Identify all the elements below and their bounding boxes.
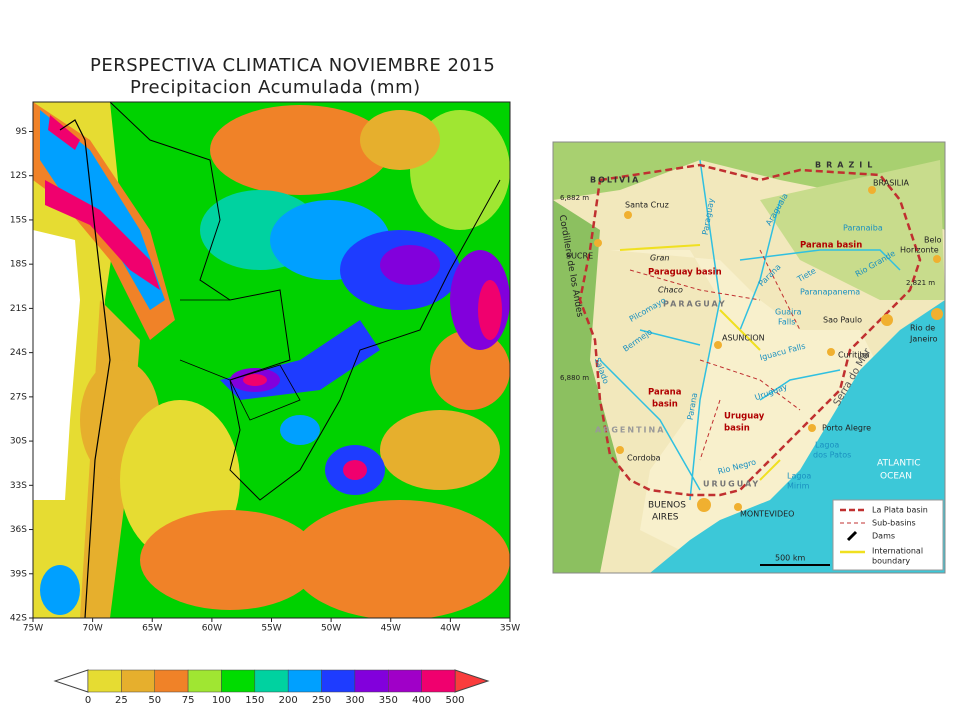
colorbar-label: 250 bbox=[312, 695, 331, 706]
y-tick-label: 33S bbox=[10, 481, 27, 491]
map-label: Gran bbox=[650, 254, 669, 263]
colorbar-label: 25 bbox=[115, 695, 128, 706]
map-label: BRAZIL bbox=[815, 161, 877, 170]
y-tick-label: 39S bbox=[10, 569, 27, 579]
legend-label: boundary bbox=[872, 557, 910, 566]
map-label: Parana basin bbox=[800, 241, 862, 251]
map-label: ARGENTINA bbox=[595, 426, 665, 435]
map-label: Uruguay bbox=[724, 412, 765, 422]
colorbar-bin bbox=[354, 669, 389, 693]
map-label: AIRES bbox=[652, 513, 679, 523]
colorbar-bin bbox=[187, 669, 222, 693]
colorbar-label: 200 bbox=[279, 695, 298, 706]
map-label: Rio de bbox=[910, 324, 935, 333]
y-tick-label: 42S bbox=[10, 614, 27, 624]
legend-label: International bbox=[872, 547, 923, 556]
y-tick-label: 12S bbox=[10, 171, 27, 181]
map-label: OCEAN bbox=[880, 472, 912, 482]
colorbar-bin bbox=[154, 669, 189, 693]
colorbar-label: 50 bbox=[148, 695, 161, 706]
map-label: BRASILIA bbox=[873, 179, 909, 188]
colorbar-bin bbox=[321, 669, 356, 693]
x-tick-label: 35W bbox=[500, 624, 520, 634]
colorbar-under bbox=[53, 669, 89, 693]
y-tick-label: 18S bbox=[10, 260, 27, 270]
legend-label: Dams bbox=[872, 532, 895, 541]
map-label: URUGUAY bbox=[703, 480, 760, 489]
colorbar-bin bbox=[221, 669, 256, 693]
map-label: 2,821 m bbox=[906, 279, 935, 287]
legend-label: La Plata basin bbox=[872, 506, 928, 515]
colorbar-bin bbox=[254, 669, 289, 693]
subtitle: Precipitacion Acumulada (mm) bbox=[130, 77, 421, 98]
x-tick-label: 65W bbox=[142, 624, 162, 634]
map-label: dos Patos bbox=[813, 451, 851, 460]
map-label: BUENOS bbox=[648, 501, 686, 511]
colorbar-label: 0 bbox=[85, 695, 91, 706]
colorbar-label: 300 bbox=[345, 695, 364, 706]
legend-swatch bbox=[846, 530, 858, 542]
map-label: 6,882 m bbox=[560, 194, 589, 202]
colorbar-bin bbox=[421, 669, 456, 693]
y-tick-label: 24S bbox=[10, 348, 27, 358]
x-tick-label: 40W bbox=[440, 624, 460, 634]
map-label: Cordoba bbox=[627, 454, 661, 463]
colorbar-label: 150 bbox=[245, 695, 264, 706]
map-label: Santa Cruz bbox=[625, 201, 669, 210]
map-label: 6,880 m bbox=[560, 374, 589, 382]
map-label: PARAGUAY bbox=[663, 300, 727, 309]
map-label: Curitiba bbox=[838, 351, 870, 360]
colorbar-label: 100 bbox=[212, 695, 231, 706]
x-tick-label: 55W bbox=[261, 624, 281, 634]
map-label: Lagoa bbox=[815, 441, 839, 450]
x-tick-label: 60W bbox=[202, 624, 222, 634]
map-label: MONTEVIDEO bbox=[740, 510, 794, 519]
map-label: SUCRE bbox=[566, 252, 593, 261]
colorbar-bin bbox=[388, 669, 422, 693]
x-tick-label: 75W bbox=[23, 624, 43, 634]
scale-label: 500 km bbox=[775, 554, 805, 563]
colorbar-label: 400 bbox=[412, 695, 431, 706]
map-label: Parana bbox=[648, 388, 682, 398]
map-label: BOLIVIA bbox=[590, 176, 640, 185]
y-tick-label: 15S bbox=[10, 215, 27, 225]
map-label: Paranaiba bbox=[843, 224, 883, 233]
x-tick-label: 70W bbox=[82, 624, 102, 634]
legend-label: Sub-basins bbox=[872, 519, 916, 528]
map-label: Lagoa bbox=[787, 472, 811, 481]
map-label: Paranapanema bbox=[800, 288, 860, 297]
map-label: basin bbox=[724, 424, 750, 434]
map-label: Sao Paulo bbox=[823, 316, 862, 325]
colorbar-over bbox=[454, 669, 490, 693]
y-tick-label: 36S bbox=[10, 525, 27, 535]
map-label: Chaco bbox=[658, 286, 683, 295]
map-label: Paraguay basin bbox=[648, 268, 722, 278]
map-label: ASUNCION bbox=[722, 334, 765, 343]
map-label: Horizonte bbox=[900, 246, 939, 255]
x-tick-label: 50W bbox=[321, 624, 341, 634]
y-tick-label: 27S bbox=[10, 392, 27, 402]
y-tick-label: 9S bbox=[16, 127, 28, 137]
map-label: Mirim bbox=[787, 482, 810, 491]
y-tick-label: 21S bbox=[10, 304, 27, 314]
colorbar-bin bbox=[121, 669, 155, 693]
colorbar-label: 350 bbox=[379, 695, 398, 706]
colorbar-bin bbox=[87, 669, 122, 693]
map-label: Janeiro bbox=[909, 335, 938, 344]
map-label: Belo bbox=[924, 236, 942, 245]
colorbar-label: 75 bbox=[182, 695, 195, 706]
basin-frame bbox=[552, 141, 946, 574]
map-label: Guaira bbox=[775, 308, 802, 317]
map-label: Falls bbox=[778, 318, 795, 327]
y-tick-label: 30S bbox=[10, 437, 27, 447]
title: PERSPECTIVA CLIMATICA NOVIEMBRE 2015 bbox=[90, 55, 495, 76]
map-label: ATLANTIC bbox=[877, 459, 921, 469]
map-label: basin bbox=[652, 400, 678, 410]
map-label: Porto Alegre bbox=[822, 424, 871, 433]
colorbar-bin bbox=[287, 669, 322, 693]
x-tick-label: 45W bbox=[381, 624, 401, 634]
colorbar-label: 500 bbox=[445, 695, 464, 706]
precip-field bbox=[33, 102, 510, 618]
